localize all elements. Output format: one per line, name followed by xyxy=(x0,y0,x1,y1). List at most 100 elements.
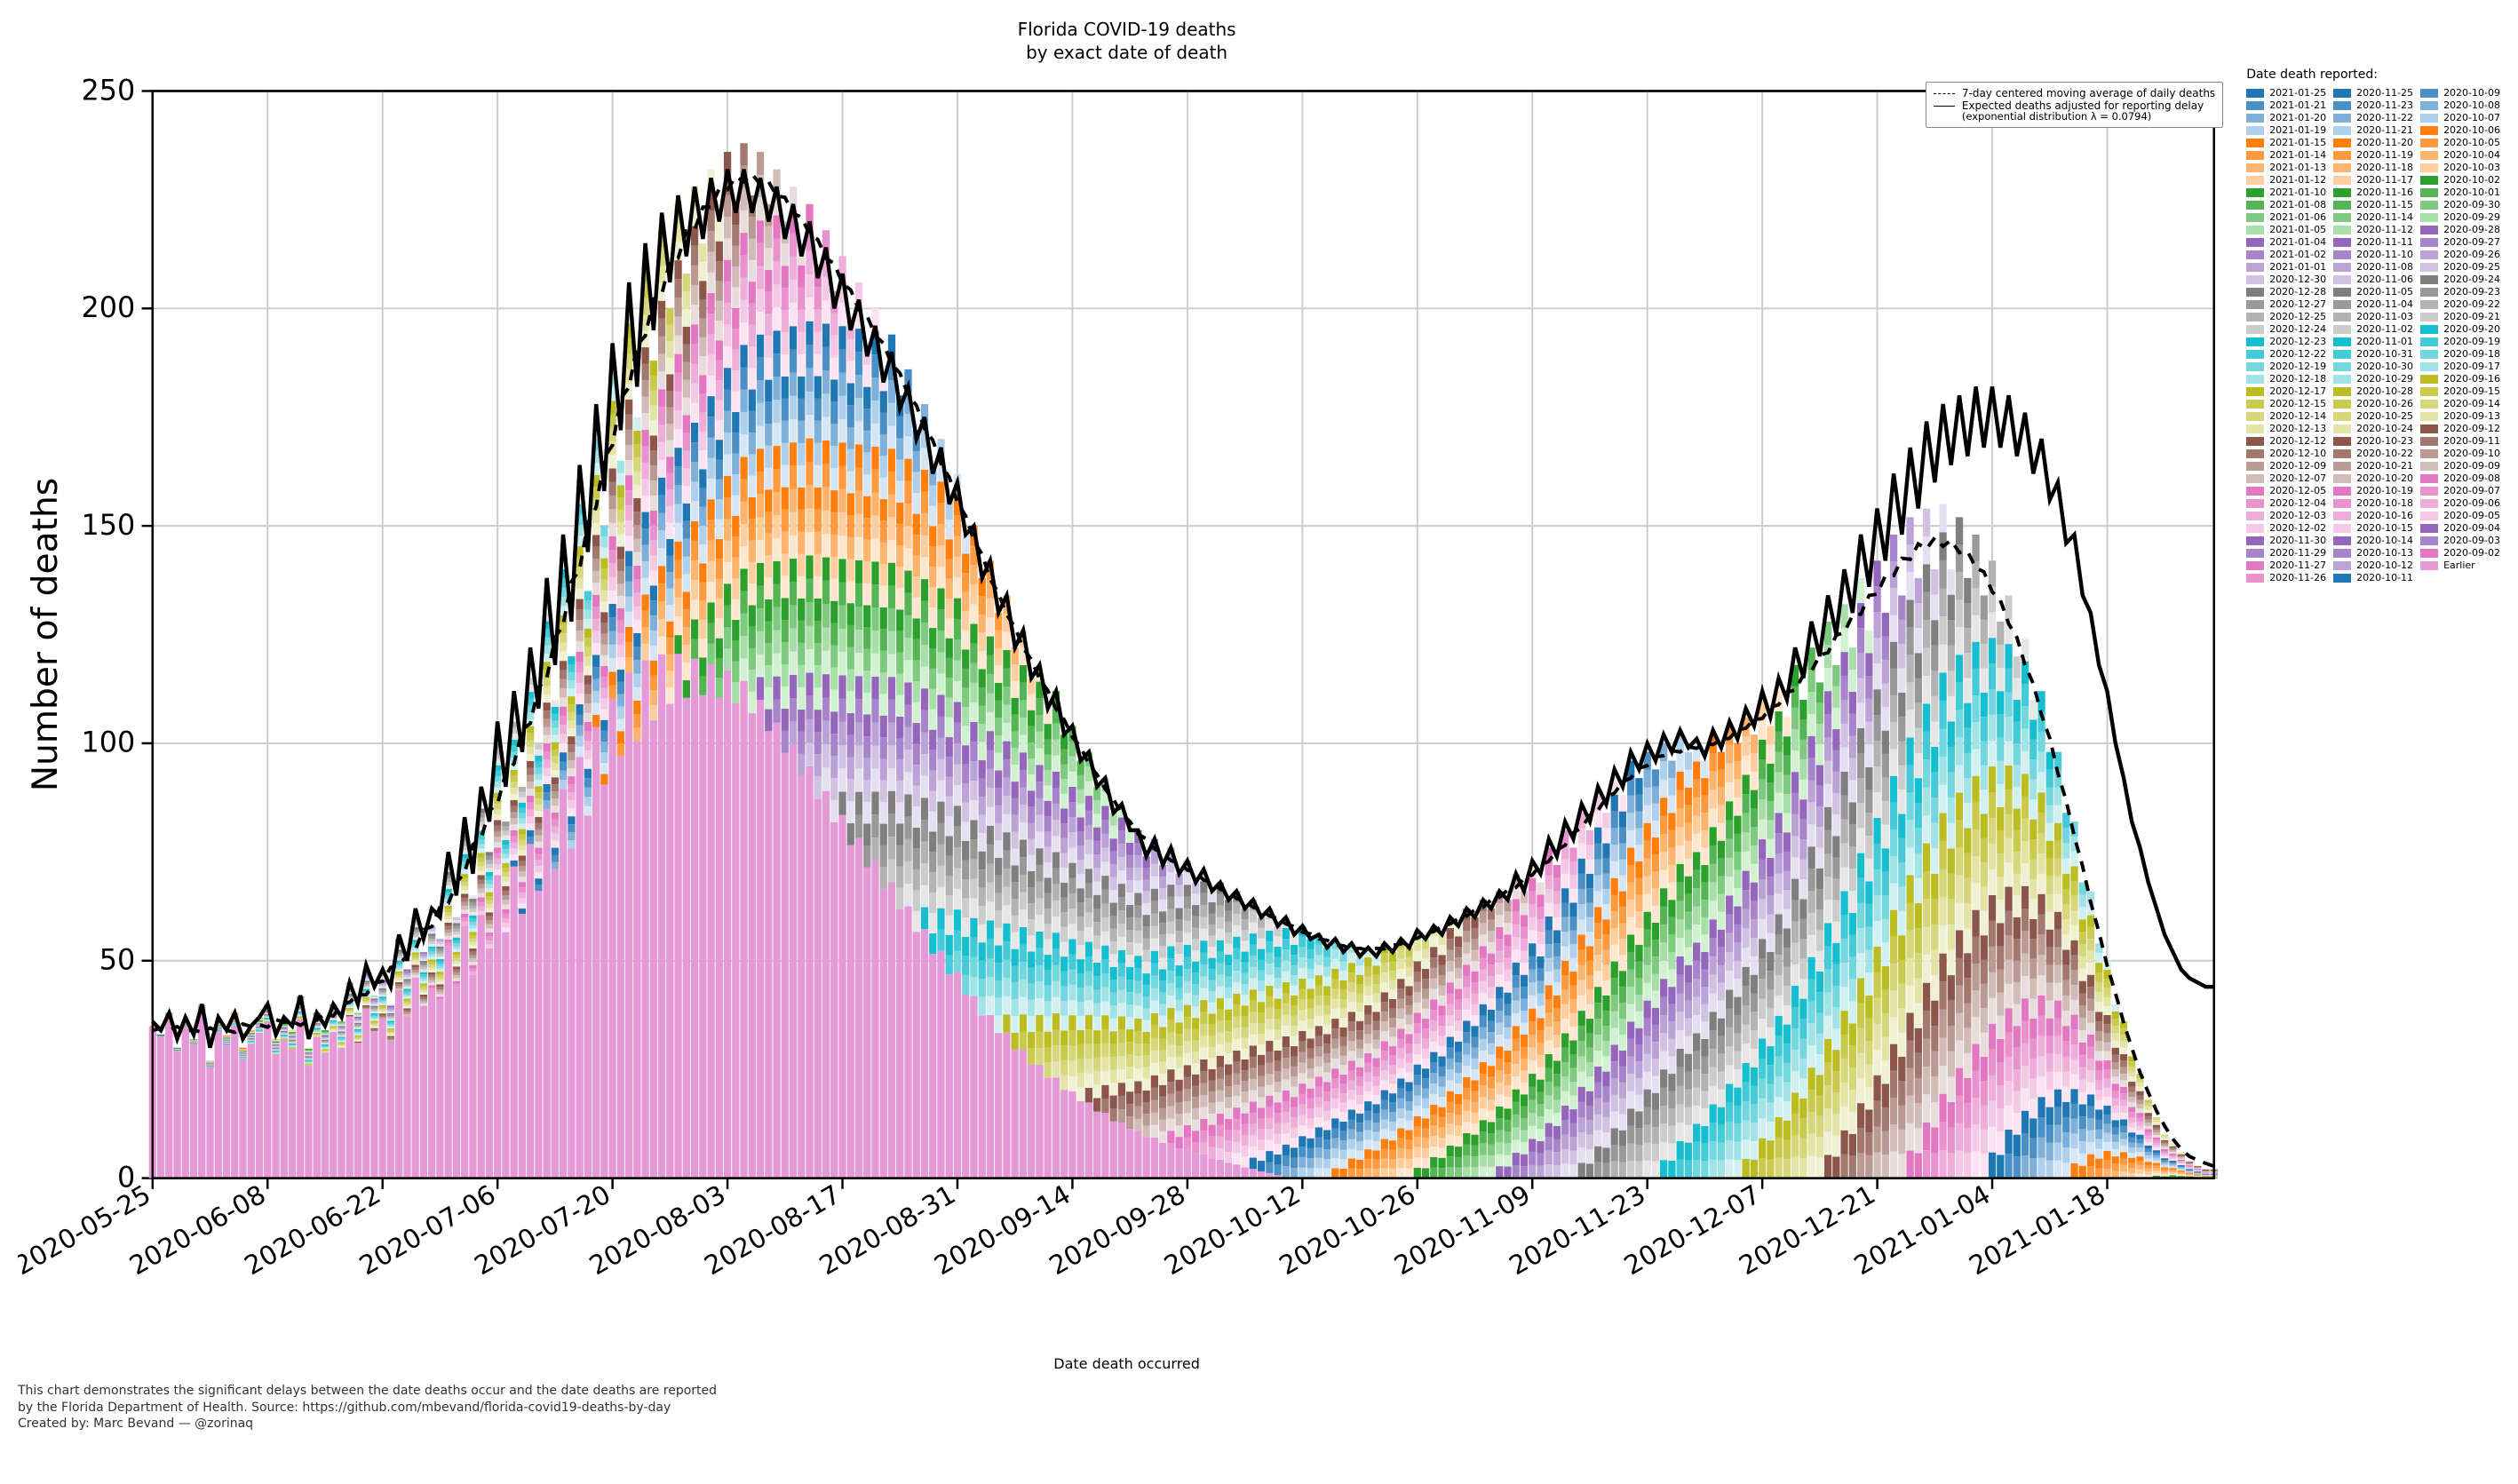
bar-segment xyxy=(1594,1083,1601,1099)
bar-segment xyxy=(1529,1060,1536,1074)
bar-segment xyxy=(1710,1123,1717,1141)
bar-segment xyxy=(1356,1132,1363,1141)
bar-segment xyxy=(584,619,592,629)
bar-segment xyxy=(913,660,920,681)
bar-segment xyxy=(535,823,542,829)
bar-segment xyxy=(946,718,953,737)
bar-segment xyxy=(1734,1033,1741,1051)
bar-segment xyxy=(1594,907,1601,923)
bar-segment xyxy=(584,656,592,666)
bar-segment xyxy=(773,446,780,469)
bar-segment xyxy=(1339,1046,1346,1056)
bar-segment xyxy=(494,837,501,842)
bar-segment xyxy=(674,448,681,466)
bar-segment xyxy=(535,792,542,798)
bar-segment xyxy=(1545,1041,1553,1055)
bar-segment xyxy=(937,802,944,823)
bar-segment xyxy=(847,625,854,647)
bar-segment xyxy=(519,914,526,1178)
bar-segment xyxy=(387,1018,394,1020)
bar-segment xyxy=(1397,1168,1404,1178)
bar-segment xyxy=(1480,1155,1487,1166)
bar-segment xyxy=(650,556,657,571)
bar-segment xyxy=(1430,1115,1437,1126)
bar-segment xyxy=(806,672,813,695)
bar-segment xyxy=(1759,1078,1766,1098)
bar-segment xyxy=(1101,988,1108,1002)
bar-segment xyxy=(674,523,681,542)
bar-segment xyxy=(1718,948,1725,965)
bar-segment xyxy=(1274,936,1281,947)
bar-segment xyxy=(830,535,838,557)
bar-segment xyxy=(1710,808,1717,827)
bar-segment xyxy=(1619,939,1626,955)
bar-segment xyxy=(552,742,559,750)
bar-segment xyxy=(1422,949,1429,959)
bar-segment xyxy=(1734,997,1741,1015)
bar-segment xyxy=(1438,1147,1445,1157)
bar-segment xyxy=(1045,924,1052,939)
bar-segment xyxy=(338,1042,345,1043)
bar-segment xyxy=(1167,897,1174,909)
bar-segment xyxy=(1151,939,1158,951)
bar-segment xyxy=(1488,1088,1495,1099)
bar-segment xyxy=(1701,1143,1708,1161)
bar-segment xyxy=(1274,978,1281,988)
bar-segment xyxy=(1455,1125,1462,1136)
bar-segment xyxy=(1438,1046,1445,1056)
bar-segment xyxy=(1529,982,1536,996)
bar-segment xyxy=(1521,1070,1528,1082)
bar-segment xyxy=(1685,823,1692,841)
bar-segment xyxy=(354,1013,361,1014)
bar-segment xyxy=(1430,968,1437,979)
bar-segment xyxy=(1045,1078,1052,1178)
bar-segment xyxy=(1693,1088,1700,1106)
bar-segment xyxy=(707,273,714,293)
bar-segment xyxy=(683,397,690,415)
bar-segment xyxy=(1184,873,1191,885)
bar-segment xyxy=(1250,1113,1257,1124)
bar-segment xyxy=(699,450,706,469)
bar-segment xyxy=(1619,796,1626,812)
bar-segment xyxy=(608,591,616,604)
bar-segment xyxy=(1561,860,1569,874)
bar-segment xyxy=(625,505,632,520)
bar-segment xyxy=(880,672,887,694)
bar-segment xyxy=(1586,888,1593,902)
bar-segment xyxy=(1447,972,1454,982)
bar-segment xyxy=(1167,983,1174,996)
bar-segment xyxy=(1175,1137,1182,1148)
bar-segment xyxy=(1068,1061,1076,1076)
bar-segment xyxy=(584,647,592,657)
bar-segment xyxy=(962,956,969,975)
bar-segment xyxy=(330,1024,337,1025)
bar-segment xyxy=(1258,1097,1265,1107)
bar-segment xyxy=(838,675,846,698)
bar-segment xyxy=(1126,1004,1133,1017)
bar-segment xyxy=(1734,743,1741,761)
bar-segment xyxy=(674,392,681,410)
bar-segment xyxy=(1036,932,1043,948)
bar-segment xyxy=(1561,1106,1569,1120)
bar-segment xyxy=(1767,782,1774,801)
bar-segment xyxy=(543,768,550,776)
bar-segment xyxy=(1693,979,1700,996)
bar-segment xyxy=(576,609,583,620)
bar-segment xyxy=(1250,1147,1257,1158)
bar-segment xyxy=(896,695,903,717)
bar-segment xyxy=(379,1008,386,1010)
bar-segment xyxy=(1266,1162,1273,1172)
bar-segment xyxy=(486,917,493,921)
bar-segment xyxy=(527,768,534,775)
bar-segment xyxy=(1759,1158,1766,1178)
bar-segment xyxy=(970,702,977,722)
bar-segment xyxy=(1134,906,1141,918)
bar-segment xyxy=(782,443,789,465)
bar-segment xyxy=(707,355,714,376)
bar-segment xyxy=(1635,1128,1642,1145)
bar-segment xyxy=(1414,1137,1421,1147)
bar-segment xyxy=(1200,940,1207,952)
bar-segment xyxy=(1759,1118,1766,1138)
bar-segment xyxy=(1447,928,1454,939)
bar-segment xyxy=(445,932,452,936)
